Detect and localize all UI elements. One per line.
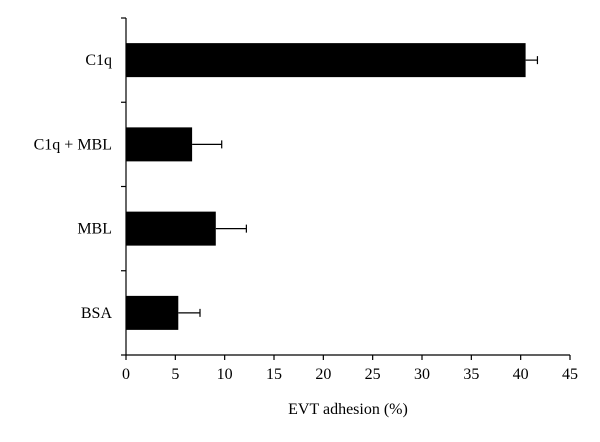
bar-0 [126,43,526,78]
bar-2 [126,211,216,246]
x-ticks-layer: 0 5 10 15 20 25 30 35 40 45 [122,355,578,383]
category-label-1: C1q + MBL [34,136,112,153]
category-label-2: MBL [77,221,112,238]
category-label-3: BSA [81,305,113,322]
bar-1 [126,127,193,162]
x-axis-title: EVT adhesion (%) [288,401,408,418]
x-tick-label-1: 5 [171,366,179,383]
bar-3 [126,295,179,330]
x-tick-label-0: 0 [122,366,130,383]
x-tick-label-5: 25 [365,366,381,383]
category-label-0: C1q [85,52,112,69]
x-tick-label-2: 10 [217,366,233,383]
x-tick-label-8: 40 [513,366,529,383]
x-tick-label-7: 35 [463,366,479,383]
bars-layer [126,43,539,330]
x-tick-label-4: 20 [315,366,331,383]
x-tick-label-3: 15 [266,366,282,383]
y-ticks-layer: C1q C1q + MBL MBL BSA [34,17,126,356]
x-tick-label-9: 45 [562,366,578,383]
x-tick-label-6: 30 [414,366,430,383]
